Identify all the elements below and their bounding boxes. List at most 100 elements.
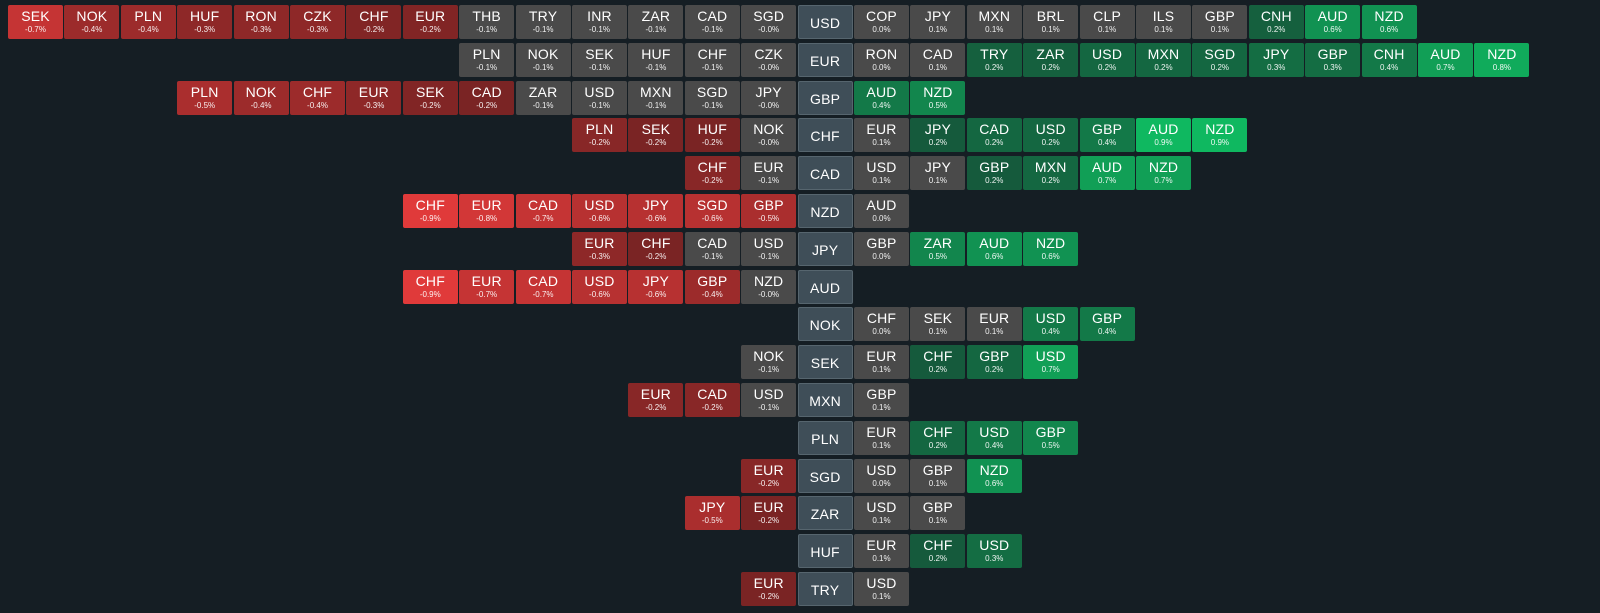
currency-tile-pln[interactable]: PLN -0.5% [177,80,233,115]
currency-tile-eur[interactable]: EUR -0.2% [402,5,458,39]
currency-tile-sgd[interactable]: SGD -0.6% [684,194,740,228]
currency-tile-sgd[interactable]: SGD 0.2% [1192,42,1248,77]
currency-tile-cad[interactable]: CAD -0.2% [684,383,740,417]
currency-tile-cad[interactable]: CAD 0.1% [910,42,966,77]
currency-tile-usd[interactable]: USD -0.1% [572,80,627,115]
currency-tile-clp[interactable]: CLP 0.1% [1079,5,1135,39]
base-currency-mxn[interactable]: MXN [797,383,853,417]
currency-tile-gbp[interactable]: GBP 0.2% [966,156,1022,191]
currency-tile-gbp[interactable]: GBP -0.4% [684,269,740,304]
currency-tile-brl[interactable]: BRL 0.1% [1023,5,1079,39]
currency-tile-mxn[interactable]: MXN 0.2% [1023,156,1079,191]
currency-tile-nzd[interactable]: NZD 0.6% [966,458,1022,493]
currency-tile-nzd[interactable]: NZD 0.9% [1192,118,1248,153]
currency-tile-sek[interactable]: SEK -0.2% [628,118,684,153]
currency-tile-zar[interactable]: ZAR 0.5% [910,231,966,266]
currency-tile-aud[interactable]: AUD 0.6% [966,231,1022,266]
currency-tile-gbp[interactable]: GBP 0.0% [854,231,909,266]
currency-tile-aud[interactable]: AUD 0.4% [854,80,909,115]
currency-tile-eur[interactable]: EUR -0.2% [741,458,797,493]
currency-tile-aud[interactable]: AUD 0.0% [854,194,909,228]
currency-tile-sek[interactable]: SEK -0.1% [572,42,627,77]
currency-tile-chf[interactable]: CHF -0.2% [628,231,684,266]
currency-tile-chf[interactable]: CHF 0.2% [910,420,966,455]
currency-tile-chf[interactable]: CHF -0.9% [402,194,458,228]
currency-tile-gbp[interactable]: GBP -0.5% [741,194,797,228]
currency-tile-usd[interactable]: USD 0.4% [1023,307,1079,342]
currency-tile-nok[interactable]: NOK -0.4% [64,5,120,39]
currency-tile-huf[interactable]: HUF -0.3% [177,5,233,39]
currency-tile-nzd[interactable]: NZD -0.0% [741,269,797,304]
currency-tile-gbp[interactable]: GBP 0.4% [1079,307,1135,342]
currency-tile-pln[interactable]: PLN -0.4% [120,5,176,39]
currency-tile-usd[interactable]: USD -0.6% [572,194,627,228]
base-currency-zar[interactable]: ZAR [797,496,853,531]
currency-tile-huf[interactable]: HUF -0.2% [684,118,740,153]
currency-tile-aud[interactable]: AUD 0.9% [1136,118,1191,153]
currency-tile-cop[interactable]: COP 0.0% [854,5,909,39]
currency-tile-gbp[interactable]: GBP 0.4% [1079,118,1135,153]
currency-tile-ron[interactable]: RON 0.0% [854,42,909,77]
currency-tile-jpy[interactable]: JPY -0.0% [741,80,797,115]
currency-tile-ils[interactable]: ILS 0.1% [1136,5,1191,39]
currency-tile-usd[interactable]: USD 0.2% [1079,42,1135,77]
currency-tile-usd[interactable]: USD 0.4% [966,420,1022,455]
currency-tile-eur[interactable]: EUR -0.2% [628,383,684,417]
currency-tile-try[interactable]: TRY 0.2% [966,42,1022,77]
currency-tile-gbp[interactable]: GBP 0.1% [1192,5,1248,39]
base-currency-sgd[interactable]: SGD [797,458,853,493]
currency-tile-czk[interactable]: CZK -0.3% [290,5,345,39]
currency-tile-eur[interactable]: EUR -0.2% [741,496,797,531]
base-currency-eur[interactable]: EUR [797,42,853,77]
base-currency-try[interactable]: TRY [797,572,853,606]
currency-tile-usd[interactable]: USD 0.1% [854,572,909,606]
currency-tile-eur[interactable]: EUR 0.1% [854,420,909,455]
currency-tile-chf[interactable]: CHF -0.4% [290,80,345,115]
currency-tile-usd[interactable]: USD 0.0% [854,458,909,493]
currency-tile-chf[interactable]: CHF 0.2% [910,534,966,569]
base-currency-huf[interactable]: HUF [797,534,853,569]
currency-tile-gbp[interactable]: GBP 0.1% [854,383,909,417]
currency-tile-jpy[interactable]: JPY -0.6% [628,269,684,304]
currency-tile-eur[interactable]: EUR 0.1% [854,118,909,153]
currency-tile-pln[interactable]: PLN -0.1% [459,42,515,77]
currency-tile-jpy[interactable]: JPY -0.6% [628,194,684,228]
currency-tile-czk[interactable]: CZK -0.0% [741,42,797,77]
currency-tile-thb[interactable]: THB -0.1% [459,5,515,39]
currency-tile-cnh[interactable]: CNH 0.4% [1361,42,1417,77]
base-currency-aud[interactable]: AUD [797,269,853,304]
base-currency-jpy[interactable]: JPY [797,231,853,266]
currency-tile-jpy[interactable]: JPY 0.1% [910,156,966,191]
currency-tile-jpy[interactable]: JPY 0.3% [1248,42,1304,77]
currency-tile-eur[interactable]: EUR -0.3% [346,80,402,115]
currency-tile-eur[interactable]: EUR -0.7% [459,269,515,304]
currency-tile-chf[interactable]: CHF -0.1% [684,42,740,77]
base-currency-usd[interactable]: USD [797,5,853,39]
base-currency-sek[interactable]: SEK [797,345,853,380]
base-currency-nok[interactable]: NOK [797,307,853,342]
currency-tile-zar[interactable]: ZAR 0.2% [1023,42,1079,77]
currency-tile-try[interactable]: TRY -0.1% [515,5,571,39]
currency-tile-nzd[interactable]: NZD 0.5% [910,80,966,115]
currency-tile-aud[interactable]: AUD 0.7% [1418,42,1473,77]
currency-tile-eur[interactable]: EUR 0.1% [854,345,909,380]
currency-tile-usd[interactable]: USD -0.1% [741,231,797,266]
currency-tile-inr[interactable]: INR -0.1% [572,5,627,39]
currency-tile-sek[interactable]: SEK -0.7% [8,5,63,39]
currency-tile-eur[interactable]: EUR -0.2% [741,572,797,606]
currency-tile-eur[interactable]: EUR 0.1% [854,534,909,569]
currency-tile-zar[interactable]: ZAR -0.1% [628,5,684,39]
currency-tile-gbp[interactable]: GBP 0.1% [910,496,966,531]
currency-tile-eur[interactable]: EUR -0.3% [572,231,627,266]
currency-tile-aud[interactable]: AUD 0.6% [1305,5,1361,39]
currency-tile-sek[interactable]: SEK 0.1% [910,307,966,342]
currency-tile-sek[interactable]: SEK -0.2% [402,80,458,115]
currency-tile-nzd[interactable]: NZD 0.6% [1361,5,1417,39]
currency-tile-eur[interactable]: EUR 0.1% [966,307,1022,342]
currency-tile-nok[interactable]: NOK -0.4% [233,80,289,115]
currency-tile-usd[interactable]: USD -0.1% [741,383,797,417]
currency-tile-nzd[interactable]: NZD 0.7% [1136,156,1191,191]
currency-tile-gbp[interactable]: GBP 0.1% [910,458,966,493]
currency-tile-sgd[interactable]: SGD -0.0% [741,5,797,39]
currency-tile-jpy[interactable]: JPY 0.1% [910,5,966,39]
